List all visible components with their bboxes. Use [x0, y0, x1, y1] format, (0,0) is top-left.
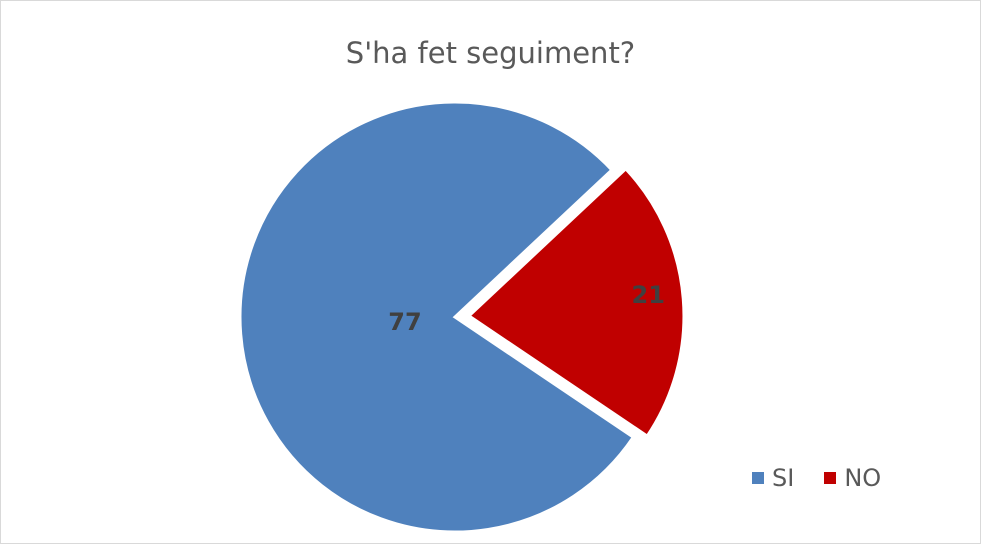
chart-title: S'ha fet seguiment?: [345, 36, 636, 70]
legend-swatch-si: [752, 472, 764, 484]
legend: SI NO: [752, 464, 911, 492]
data-label-si: 77: [388, 308, 421, 336]
legend-swatch-no: [824, 472, 837, 484]
pie-slice-no: [466, 166, 686, 439]
pie-slice-si: [238, 100, 636, 534]
legend-item-si: SI: [752, 464, 794, 492]
legend-item-no: NO: [824, 464, 881, 492]
legend-label-si: SI: [772, 464, 795, 492]
legend-label-no: NO: [844, 464, 882, 492]
data-label-no: 21: [632, 281, 665, 309]
